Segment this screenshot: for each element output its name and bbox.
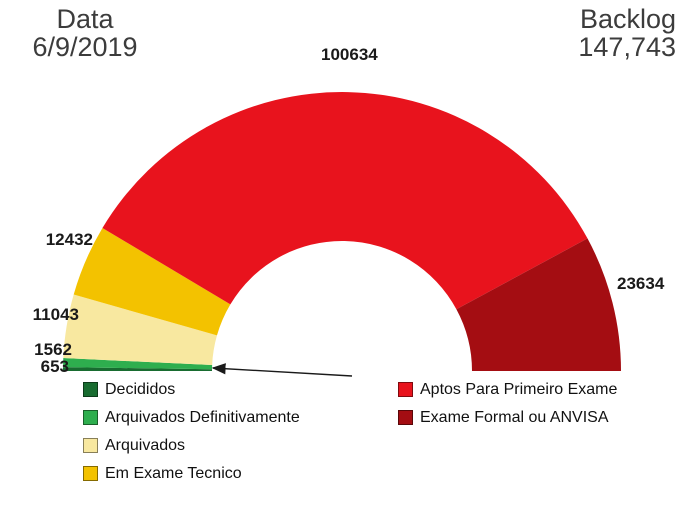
value-label-arquivados-definitivamente: 1562	[34, 340, 72, 359]
legend-item-exame-formal-ou-anvisa: Exame Formal ou ANVISA	[398, 409, 617, 426]
legend-label-exame-formal-ou-anvisa: Exame Formal ou ANVISA	[420, 409, 609, 426]
donut-segment-1	[63, 358, 213, 370]
legend-label-em-exame-tecnico: Em Exame Tecnico	[105, 465, 242, 482]
donut-chart	[63, 92, 621, 371]
legend-swatch-em-exame-tecnico	[83, 466, 98, 481]
donut-segment-4	[102, 92, 588, 310]
value-label-em-exame-tecnico: 12432	[45, 230, 93, 249]
legend-label-arquivados-definitivamente: Arquivados Definitivamente	[105, 409, 300, 426]
legend-item-arquivados: Arquivados	[83, 437, 300, 454]
value-label-arquivados: 11043	[32, 305, 79, 324]
legend-swatch-exame-formal-ou-anvisa	[398, 410, 413, 425]
donut-segment-3	[73, 227, 231, 336]
legend-item-em-exame-tecnico: Em Exame Tecnico	[83, 465, 300, 482]
date-value: 6/9/2019	[32, 32, 138, 62]
value-label-exame-formal-ou-anvisa: 23634	[617, 274, 665, 293]
backlog-header: Backlog 147,743	[516, 5, 676, 61]
annotation-arrow	[211, 363, 353, 377]
value-label-decididos: 653	[40, 357, 69, 376]
legend-swatch-arquivados	[83, 438, 98, 453]
legend-item-aptos-para-primeiro-exame: Aptos Para Primeiro Exame	[398, 381, 617, 398]
value-label-aptos-para-primeiro-exame: 100634	[321, 45, 378, 64]
date-header: Data 6/9/2019	[20, 5, 150, 61]
legend-swatch-decididos	[83, 382, 98, 397]
date-label: Data	[56, 4, 114, 34]
legend-label-aptos-para-primeiro-exame: Aptos Para Primeiro Exame	[420, 381, 618, 398]
backlog-value: 147,743	[578, 32, 676, 62]
legend-item-arquivados-definitivamente: Arquivados Definitivamente	[83, 409, 300, 426]
legend-swatch-aptos-para-primeiro-exame	[398, 382, 413, 397]
donut-segment-0	[63, 367, 213, 371]
legend-item-decididos: Decididos	[83, 381, 300, 398]
legend-label-decididos: Decididos	[105, 381, 176, 398]
donut-segment-5	[456, 238, 621, 371]
backlog-label: Backlog	[579, 4, 676, 34]
legend-label-arquivados: Arquivados	[105, 437, 186, 454]
legend-left-column: Decididos Arquivados Definitivamente Arq…	[83, 381, 300, 482]
donut-segment-2	[63, 294, 217, 365]
legend-swatch-arquivados-definitivamente	[83, 410, 98, 425]
legend-right-column: Aptos Para Primeiro Exame Exame Formal o…	[398, 381, 617, 426]
